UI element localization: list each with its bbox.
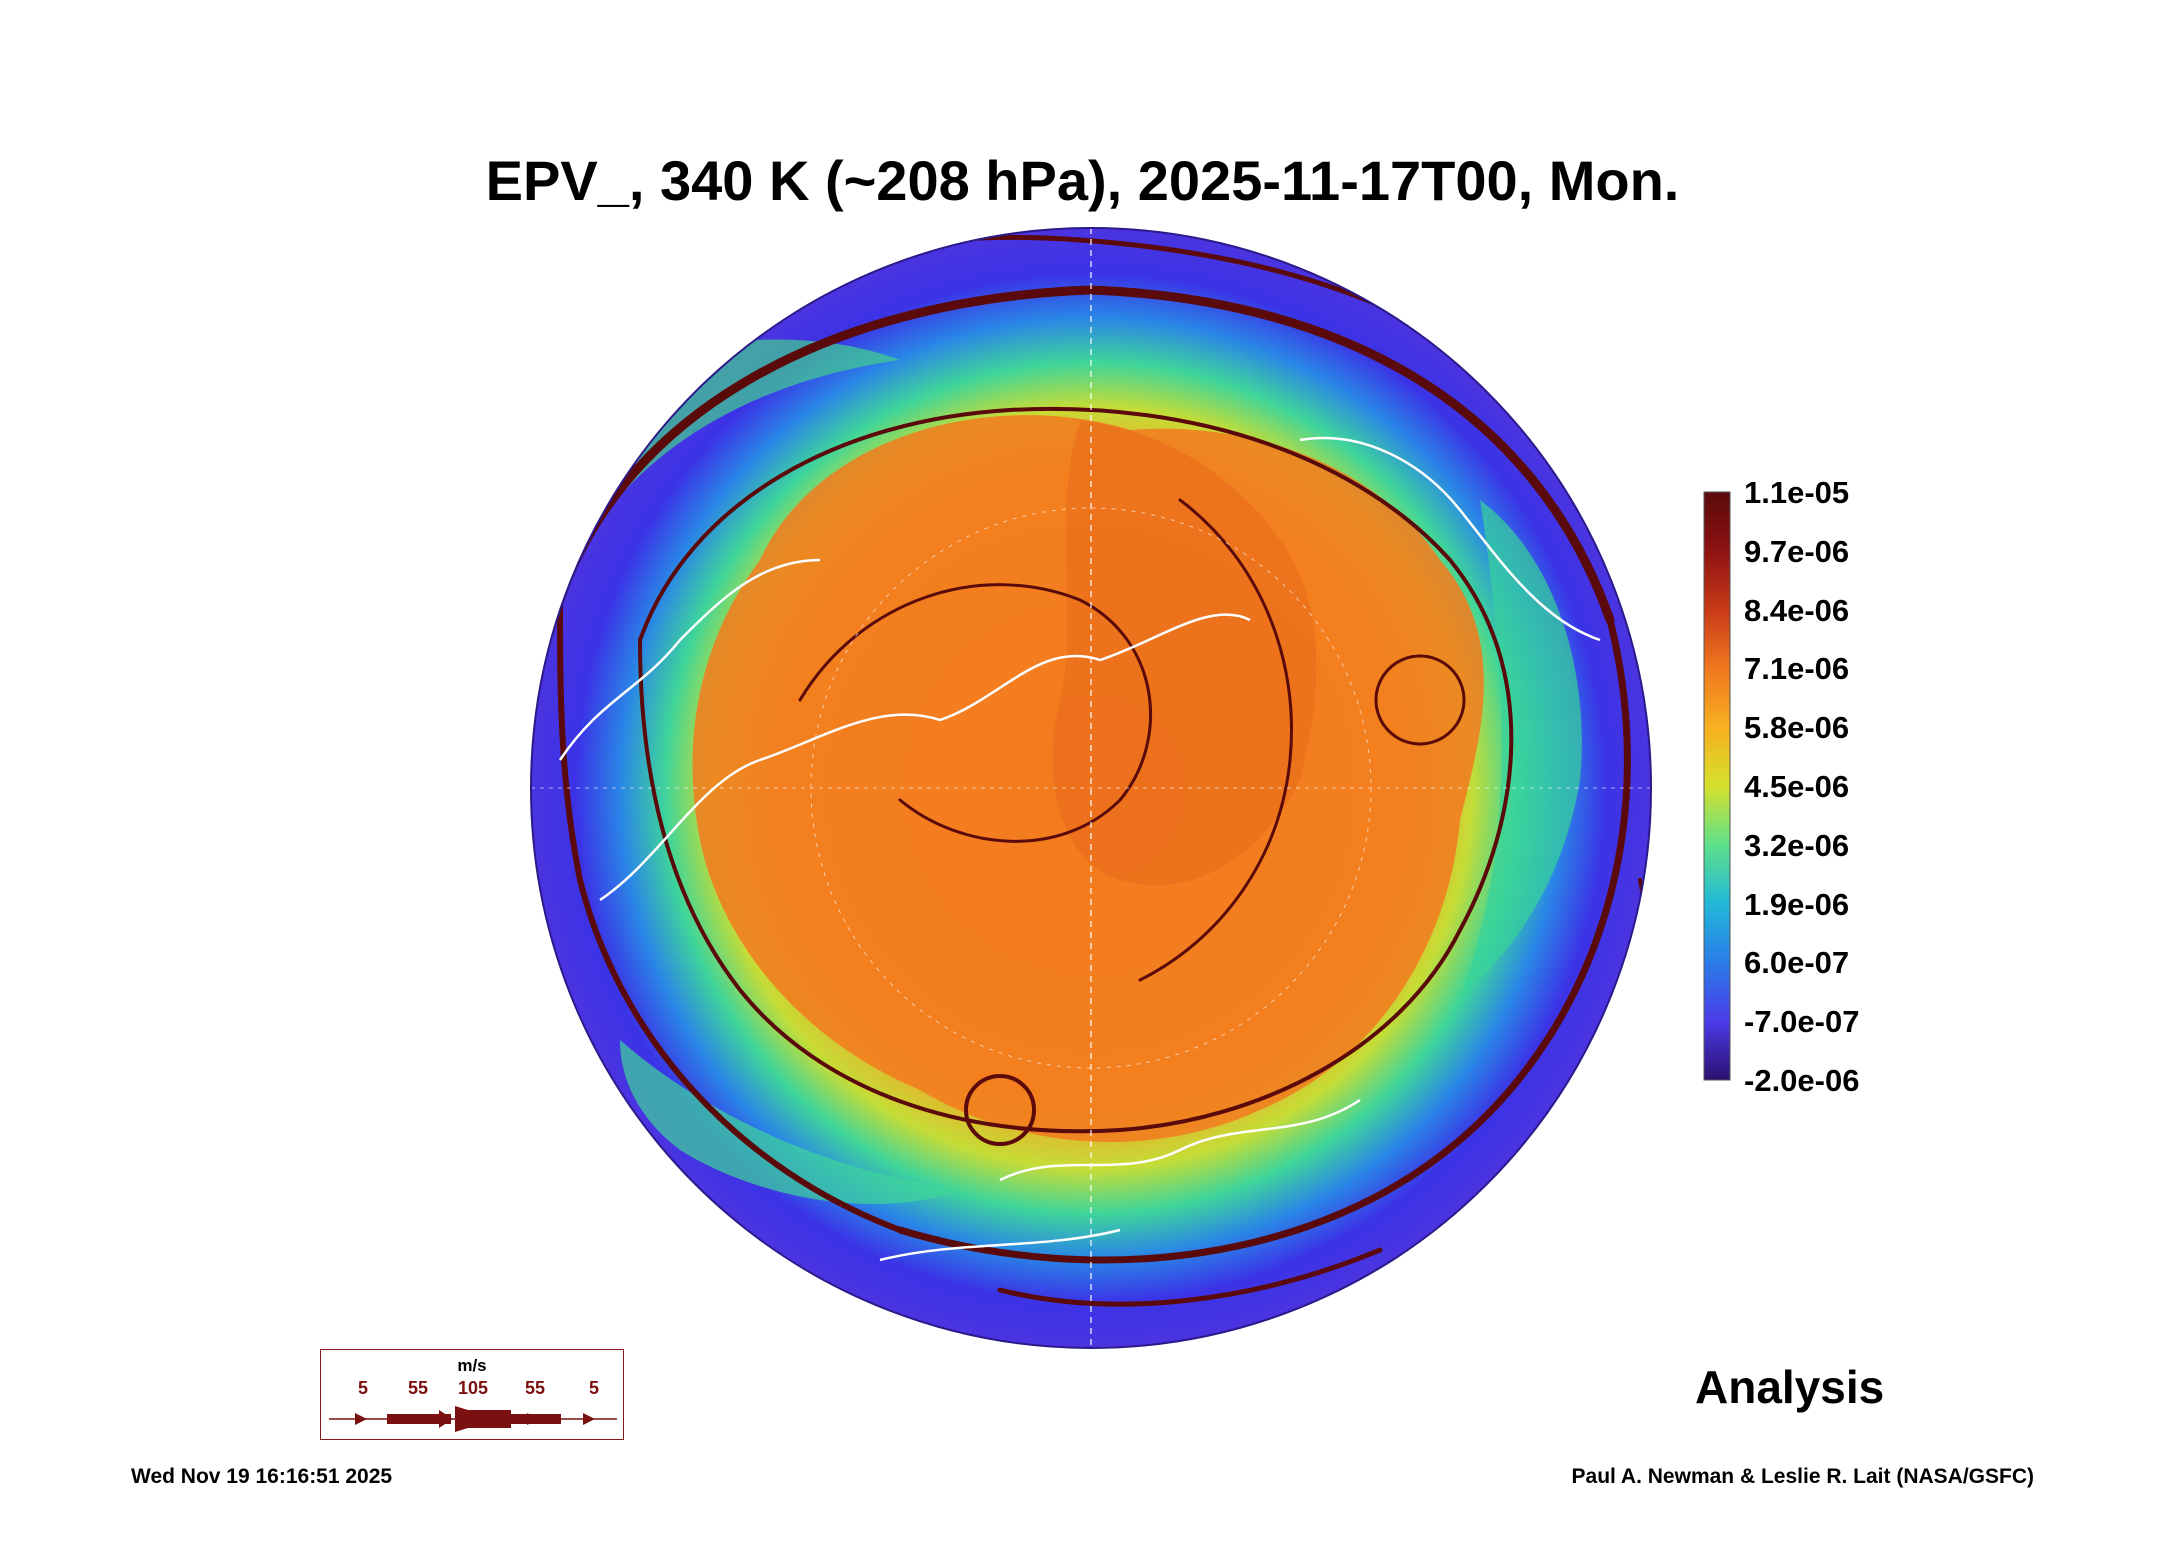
coastlines: [558, 436, 1601, 1262]
analysis-label: Analysis: [1695, 1361, 1885, 1413]
wind-key-label: 5: [357, 1378, 369, 1398]
colorbar-tick-label: -7.0e-07: [1744, 1004, 1860, 1040]
colorbar-tick-label: 4.5e-06: [1744, 769, 1850, 804]
colorbar-tick-label: 1.9e-06: [1744, 886, 1850, 922]
wind-key-label: 55: [407, 1378, 429, 1398]
colorbar-tick-label: 3.2e-06: [1744, 827, 1850, 863]
colorbar-tick-label: -2.0e-06: [1744, 1063, 1860, 1098]
colorbar-tick-label: 9.7e-06: [1744, 533, 1850, 569]
wind-speed-key: m/s 5 55 105 55 5: [320, 1349, 624, 1440]
colorbar: [1703, 491, 1731, 1081]
colorbar-tick-label: 5.8e-06: [1744, 710, 1850, 746]
wind-key-unit: m/s: [457, 1356, 487, 1375]
wind-key-arrow: [329, 1406, 617, 1432]
wind-key-label: 5: [588, 1378, 600, 1398]
streamlines: [531, 235, 1648, 1307]
colorbar-tick-label: 6.0e-07: [1744, 945, 1850, 981]
colorbar-tick-label: 7.1e-06: [1744, 651, 1850, 687]
credit: Paul A. Newman & Leslie R. Lait (NASA/GS…: [1571, 1465, 2034, 1488]
wind-key-label: 105: [457, 1378, 489, 1398]
colorbar-tick-label: 8.4e-06: [1744, 592, 1850, 628]
plot-title: EPV_, 340 K (~208 hPa), 2025-11-17T00, M…: [485, 149, 1680, 212]
timestamp: Wed Nov 19 16:16:51 2025: [131, 1465, 393, 1488]
map-border: [530, 227, 1652, 1349]
colorbar-tick-label: 1.1e-05: [1744, 475, 1850, 510]
graticule: [531, 228, 1651, 1348]
wind-key-label: 55: [524, 1378, 546, 1398]
